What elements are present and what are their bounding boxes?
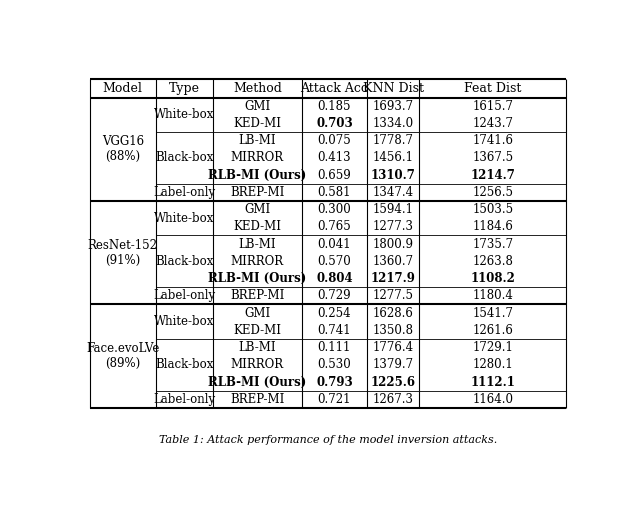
Text: BREP-MI: BREP-MI — [230, 186, 284, 199]
Text: 1350.8: 1350.8 — [372, 324, 413, 337]
Text: 1280.1: 1280.1 — [472, 358, 513, 372]
Text: 0.300: 0.300 — [317, 203, 351, 216]
Text: 1776.4: 1776.4 — [372, 341, 414, 354]
Text: 1112.1: 1112.1 — [470, 376, 515, 388]
Text: 1277.5: 1277.5 — [372, 289, 413, 302]
Text: 0.075: 0.075 — [317, 134, 351, 147]
Text: 0.804: 0.804 — [316, 272, 353, 285]
Text: RLB-MI (Ours): RLB-MI (Ours) — [208, 376, 307, 388]
Text: 1360.7: 1360.7 — [372, 255, 414, 268]
Text: ResNet-152
(91%): ResNet-152 (91%) — [88, 239, 158, 267]
Text: 1379.7: 1379.7 — [372, 358, 414, 372]
Text: 1214.7: 1214.7 — [470, 168, 515, 182]
Text: 1164.0: 1164.0 — [472, 393, 513, 406]
Text: Label-only: Label-only — [153, 393, 215, 406]
Text: KED-MI: KED-MI — [234, 220, 282, 233]
Text: Table 1: Attack performance of the model inversion attacks.: Table 1: Attack performance of the model… — [159, 436, 497, 445]
Text: 1217.9: 1217.9 — [371, 272, 415, 285]
Text: RLB-MI (Ours): RLB-MI (Ours) — [208, 168, 307, 182]
Text: Attack Acc: Attack Acc — [301, 81, 369, 95]
Text: 1503.5: 1503.5 — [472, 203, 513, 216]
Text: 1800.9: 1800.9 — [372, 238, 413, 250]
Text: KNN Dist: KNN Dist — [363, 81, 424, 95]
Text: Black-box: Black-box — [155, 358, 213, 372]
Text: 1277.3: 1277.3 — [372, 220, 413, 233]
Text: Feat Dist: Feat Dist — [464, 81, 522, 95]
Text: 0.581: 0.581 — [317, 186, 351, 199]
Text: MIRROR: MIRROR — [231, 358, 284, 372]
Text: Type: Type — [169, 81, 200, 95]
Text: 1256.5: 1256.5 — [472, 186, 513, 199]
Text: GMI: GMI — [244, 306, 271, 320]
Text: BREP-MI: BREP-MI — [230, 393, 284, 406]
Text: 0.741: 0.741 — [317, 324, 351, 337]
Text: 1263.8: 1263.8 — [472, 255, 513, 268]
Text: KED-MI: KED-MI — [234, 117, 282, 130]
Text: 0.703: 0.703 — [316, 117, 353, 130]
Text: BREP-MI: BREP-MI — [230, 289, 284, 302]
Text: 1693.7: 1693.7 — [372, 100, 414, 112]
Text: GMI: GMI — [244, 203, 271, 216]
Text: GMI: GMI — [244, 100, 271, 112]
Text: 1615.7: 1615.7 — [472, 100, 513, 112]
Text: 0.254: 0.254 — [317, 306, 351, 320]
Text: 0.659: 0.659 — [317, 168, 351, 182]
Text: MIRROR: MIRROR — [231, 255, 284, 268]
Text: 1180.4: 1180.4 — [472, 289, 513, 302]
Text: LB-MI: LB-MI — [239, 238, 276, 250]
Text: 0.413: 0.413 — [317, 151, 351, 164]
Text: 1456.1: 1456.1 — [372, 151, 413, 164]
Text: 1778.7: 1778.7 — [372, 134, 413, 147]
Text: Model: Model — [103, 81, 143, 95]
Text: RLB-MI (Ours): RLB-MI (Ours) — [208, 272, 307, 285]
Text: 1729.1: 1729.1 — [472, 341, 513, 354]
Text: 1267.3: 1267.3 — [372, 393, 413, 406]
Text: 1243.7: 1243.7 — [472, 117, 513, 130]
Text: Black-box: Black-box — [155, 151, 213, 164]
Text: 1184.6: 1184.6 — [472, 220, 513, 233]
Text: 1347.4: 1347.4 — [372, 186, 414, 199]
Text: Face.evoLVe
(89%): Face.evoLVe (89%) — [86, 342, 159, 370]
Text: 0.729: 0.729 — [317, 289, 351, 302]
Text: LB-MI: LB-MI — [239, 134, 276, 147]
Text: 1628.6: 1628.6 — [372, 306, 413, 320]
Text: 0.765: 0.765 — [317, 220, 351, 233]
Text: White-box: White-box — [154, 108, 214, 121]
Text: VGG16
(88%): VGG16 (88%) — [102, 135, 144, 163]
Text: 1594.1: 1594.1 — [372, 203, 413, 216]
Text: 1367.5: 1367.5 — [472, 151, 513, 164]
Text: 0.570: 0.570 — [317, 255, 351, 268]
Text: KED-MI: KED-MI — [234, 324, 282, 337]
Text: 1108.2: 1108.2 — [470, 272, 515, 285]
Text: 0.721: 0.721 — [317, 393, 351, 406]
Text: 0.041: 0.041 — [317, 238, 351, 250]
Text: White-box: White-box — [154, 315, 214, 328]
Text: 0.793: 0.793 — [316, 376, 353, 388]
Text: LB-MI: LB-MI — [239, 341, 276, 354]
Text: Black-box: Black-box — [155, 255, 213, 268]
Text: MIRROR: MIRROR — [231, 151, 284, 164]
Text: 0.530: 0.530 — [317, 358, 351, 372]
Text: 1310.7: 1310.7 — [371, 168, 415, 182]
Text: 0.185: 0.185 — [317, 100, 351, 112]
Text: Label-only: Label-only — [153, 289, 215, 302]
Text: 0.111: 0.111 — [317, 341, 351, 354]
Text: Method: Method — [233, 81, 282, 95]
Text: 1261.6: 1261.6 — [472, 324, 513, 337]
Text: 1741.6: 1741.6 — [472, 134, 513, 147]
Text: White-box: White-box — [154, 212, 214, 225]
Text: 1541.7: 1541.7 — [472, 306, 513, 320]
Text: Label-only: Label-only — [153, 186, 215, 199]
Text: 1334.0: 1334.0 — [372, 117, 414, 130]
Text: 1225.6: 1225.6 — [371, 376, 416, 388]
Text: 1735.7: 1735.7 — [472, 238, 513, 250]
